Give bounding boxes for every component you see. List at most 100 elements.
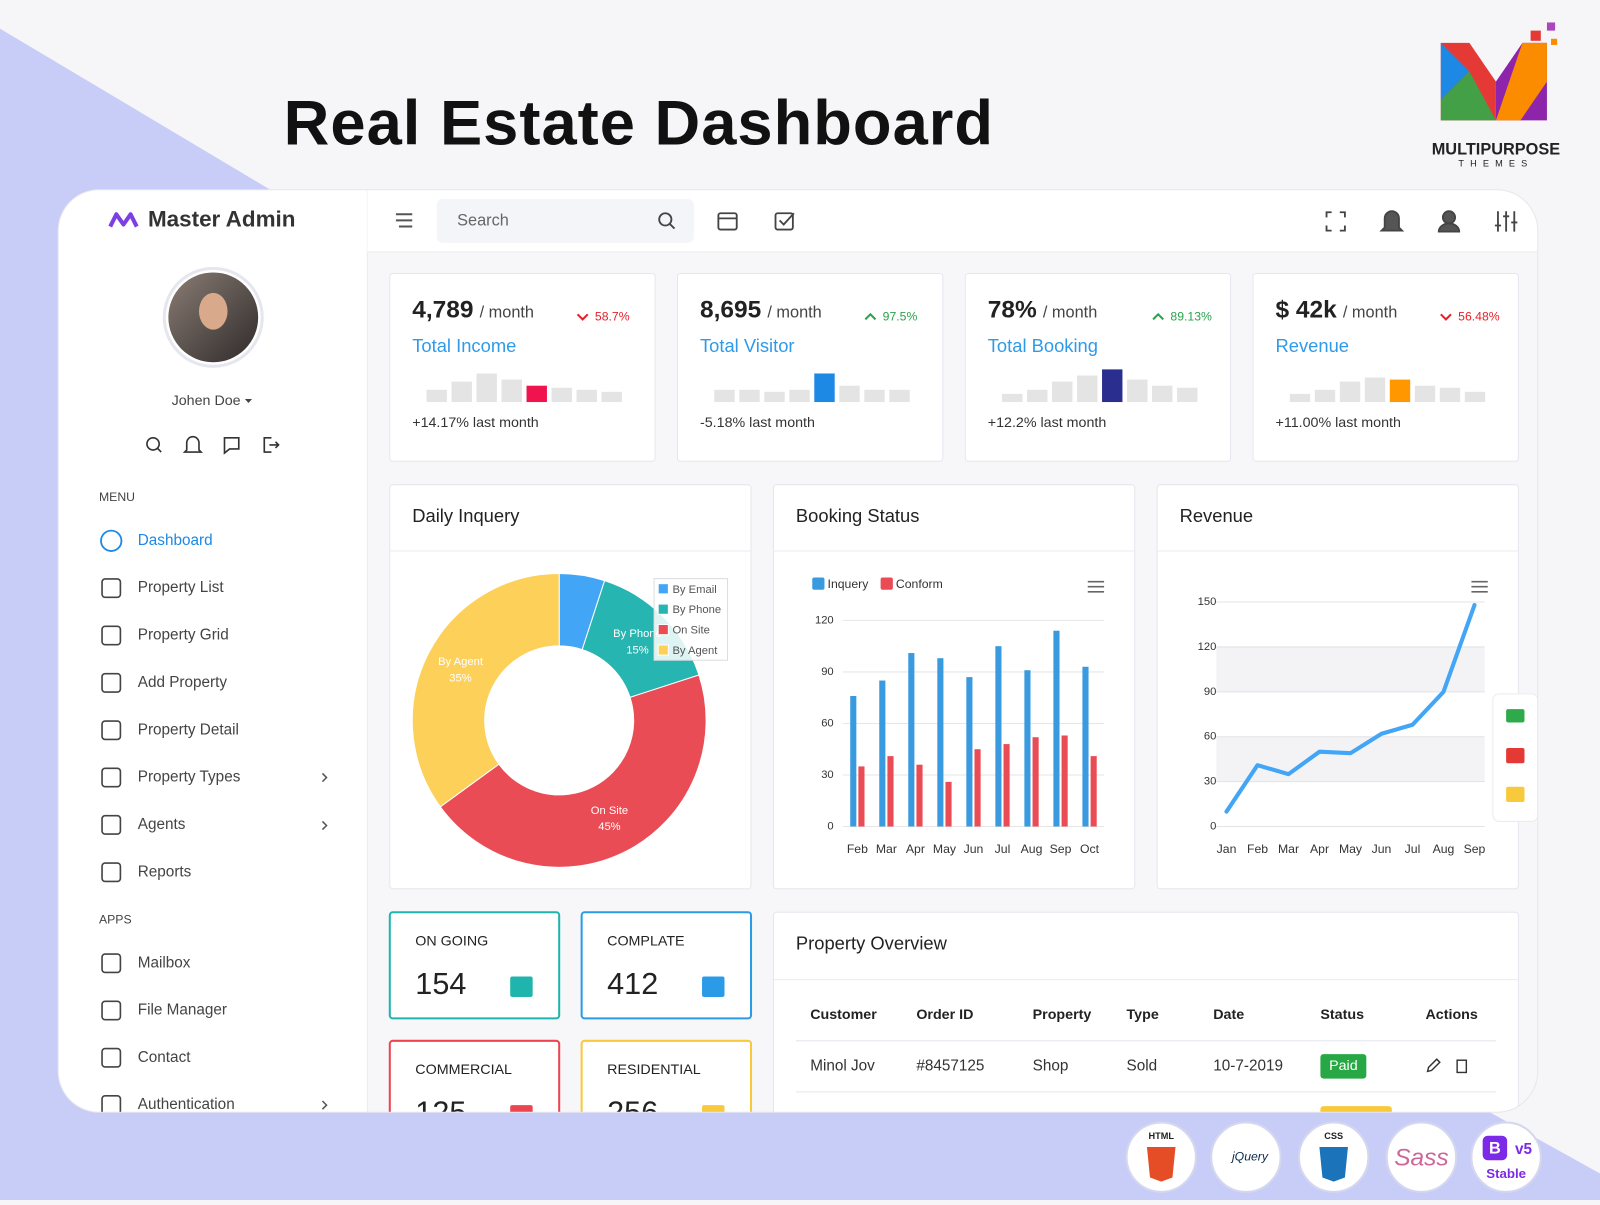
mini-bar	[1177, 387, 1198, 403]
menu-item[interactable]: Property List	[138, 579, 225, 596]
delete-icon[interactable]	[1456, 1059, 1468, 1074]
legend-label: On Site	[672, 625, 709, 637]
mini-bar	[1027, 389, 1048, 403]
badge-label: HTML	[1148, 1131, 1174, 1141]
table-header: Date	[1213, 1007, 1244, 1023]
legend-swatch	[657, 583, 669, 595]
y-tick-label: 60	[1204, 731, 1216, 743]
profile-icon[interactable]	[1441, 210, 1457, 225]
badge-label: CSS	[1324, 1131, 1343, 1141]
logo-dot	[1546, 22, 1556, 31]
menu-item[interactable]: Mailbox	[138, 954, 191, 971]
table-header: Status	[1320, 1007, 1364, 1023]
menu-item[interactable]: Property Grid	[138, 627, 229, 644]
menu-icon	[101, 814, 122, 835]
menu-item[interactable]: Contact	[138, 1049, 191, 1066]
bar	[1024, 670, 1031, 827]
logout-icon[interactable]	[263, 436, 280, 453]
status-text: Paid	[1329, 1058, 1358, 1074]
menu-item[interactable]: Agents	[138, 816, 186, 833]
table-header: Property	[1033, 1007, 1092, 1023]
mini-bar	[601, 391, 622, 403]
tile-icon	[702, 976, 725, 997]
y-tick-label: 120	[1198, 641, 1217, 653]
bar	[850, 695, 857, 827]
menu-item[interactable]: Add Property	[138, 674, 228, 691]
hamburger[interactable]	[395, 213, 413, 228]
trend-arrow	[576, 313, 589, 321]
stat-value: 4,789	[412, 297, 473, 324]
grid-band	[1216, 646, 1485, 692]
mini-bar	[1314, 389, 1336, 403]
x-tick-label: Mar	[876, 842, 897, 856]
mini-bar	[889, 389, 910, 403]
menu-item[interactable]: Property Types	[138, 769, 241, 786]
mini-bar	[1102, 369, 1123, 403]
topbar-icons	[658, 210, 1518, 233]
mini-bar	[814, 373, 835, 403]
search-icon[interactable]	[146, 436, 160, 451]
line-series	[1224, 602, 1477, 814]
brand-mark	[108, 212, 139, 228]
mini-bar	[739, 389, 760, 403]
calendar-icon[interactable]	[717, 212, 738, 231]
menu-item[interactable]: Authentication	[138, 1096, 235, 1113]
menu-icon	[101, 767, 122, 788]
settings-icon[interactable]	[1494, 211, 1518, 232]
menu-icon	[100, 529, 123, 552]
x-tick-label: Jun	[1372, 842, 1392, 856]
user-actions	[146, 435, 280, 455]
x-tick-label: Aug	[1021, 842, 1043, 856]
menu-item[interactable]: Dashboard	[138, 532, 213, 549]
bar	[945, 781, 952, 827]
bar	[908, 653, 915, 827]
legend-swatch	[880, 577, 893, 590]
toolbar-button[interactable]	[1506, 709, 1525, 723]
slice-value: 15%	[626, 644, 648, 656]
notification-icon[interactable]	[1379, 210, 1405, 232]
chat-icon[interactable]	[223, 436, 240, 455]
x-tick-label: Oct	[1080, 842, 1100, 856]
x-tick-label: May	[1339, 842, 1363, 856]
menu-item[interactable]: Reports	[138, 863, 192, 880]
mini-bar	[576, 389, 597, 403]
x-tick-label: Apr	[1310, 842, 1329, 856]
mini-bar	[714, 389, 735, 403]
logo-shape	[1440, 71, 1496, 121]
bar	[995, 646, 1002, 827]
legend-swatch	[657, 603, 669, 615]
mini-bar	[1389, 379, 1411, 403]
stat-card	[964, 272, 1232, 462]
chart-title: Daily Inquery	[412, 505, 520, 526]
fullscreen-icon[interactable]	[1325, 211, 1346, 232]
mini-bar	[839, 385, 860, 403]
search-box[interactable]	[436, 198, 694, 243]
x-tick-label: Feb	[1247, 842, 1268, 856]
search-icon-handle	[668, 222, 676, 230]
user-name[interactable]: Johen Doe	[172, 393, 241, 409]
y-tick-label: 150	[1198, 596, 1217, 608]
edit-icon[interactable]	[1426, 1058, 1441, 1073]
tile-value: 125	[415, 1095, 466, 1129]
check-icon[interactable]	[774, 212, 794, 231]
stat-value: 8,695	[700, 297, 761, 324]
slice-label: On Site	[591, 805, 628, 817]
bell-icon[interactable]	[182, 435, 203, 453]
toolbar-button[interactable]	[1506, 786, 1525, 803]
toolbar-button[interactable]	[1506, 747, 1525, 764]
legend-swatch	[657, 644, 669, 656]
grid-band	[1216, 736, 1485, 782]
x-tick-label: Jul	[995, 842, 1011, 856]
tile-icon	[510, 976, 533, 997]
table-panel	[772, 911, 1519, 1113]
menu-item[interactable]: File Manager	[138, 1002, 227, 1019]
table-cell: Sold	[1127, 1057, 1158, 1074]
menu-item[interactable]: Property Detail	[138, 721, 239, 738]
search-icon[interactable]	[658, 212, 673, 227]
mini-bar	[764, 391, 785, 403]
y-tick-label: 90	[821, 666, 833, 678]
css-shield	[1319, 1146, 1348, 1182]
stat-card	[677, 272, 944, 462]
